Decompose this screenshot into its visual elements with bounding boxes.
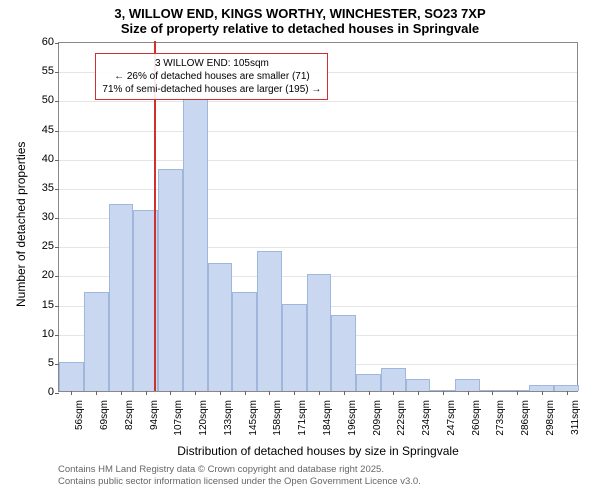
ytick-mark: [55, 189, 59, 190]
ytick-mark: [55, 101, 59, 102]
xtick-mark: [468, 391, 469, 395]
xtick-label: 82sqm: [124, 400, 135, 430]
xtick-mark: [71, 391, 72, 395]
xtick-label: 286sqm: [520, 400, 531, 436]
xtick-mark: [393, 391, 394, 395]
ytick-label: 0: [0, 386, 54, 398]
xtick-mark: [492, 391, 493, 395]
xtick-mark: [517, 391, 518, 395]
xtick-label: 311sqm: [570, 400, 581, 435]
ytick-mark: [55, 393, 59, 394]
ytick-mark: [55, 43, 59, 44]
xtick-mark: [294, 391, 295, 395]
ytick-label: 50: [0, 94, 54, 106]
histogram-bar: [307, 274, 332, 391]
x-tick-labels: 56sqm 69sqm 82sqm 94sqm 107sqm 120sqm 133sqm 14…: [58, 398, 578, 448]
annotation-box: 3 WILLOW END: 105sqm← 26% of detached ho…: [95, 53, 328, 100]
xtick-label: 158sqm: [272, 400, 283, 436]
y-axis-title: Number of detached properties: [14, 142, 28, 307]
gridline: [59, 189, 577, 190]
xtick-label: 145sqm: [248, 400, 259, 436]
xtick-label: 209sqm: [372, 400, 383, 436]
xtick-label: 234sqm: [421, 400, 432, 436]
xtick-label: 222sqm: [396, 400, 407, 436]
histogram-bar: [109, 204, 134, 391]
histogram-bar: [158, 169, 183, 391]
title-block: 3, WILLOW END, KINGS WORTHY, WINCHESTER,…: [0, 0, 600, 36]
ytick-mark: [55, 218, 59, 219]
xtick-label: 120sqm: [198, 400, 209, 436]
histogram-bar: [331, 315, 356, 391]
histogram-bar: [381, 368, 406, 391]
xtick-label: 184sqm: [322, 400, 333, 436]
xtick-label: 94sqm: [149, 400, 160, 430]
xtick-label: 107sqm: [173, 400, 184, 436]
xtick-mark: [220, 391, 221, 395]
ytick-label: 5: [0, 357, 54, 369]
xtick-label: 56sqm: [74, 400, 85, 430]
histogram-bar: [356, 374, 381, 392]
histogram-bar: [84, 292, 109, 391]
xtick-mark: [146, 391, 147, 395]
xtick-label: 273sqm: [495, 400, 506, 436]
title-line2: Size of property relative to detached ho…: [0, 21, 600, 36]
ytick-mark: [55, 335, 59, 336]
histogram-bar: [455, 379, 480, 391]
xtick-label: 133sqm: [223, 400, 234, 436]
histogram-bar: [59, 362, 84, 391]
histogram-bar: [406, 379, 431, 391]
annotation-line2: ← 26% of detached houses are smaller (71…: [102, 70, 321, 83]
xtick-mark: [96, 391, 97, 395]
xtick-mark: [369, 391, 370, 395]
xtick-mark: [170, 391, 171, 395]
histogram-bar: [232, 292, 257, 391]
xtick-label: 171sqm: [297, 400, 308, 436]
x-axis-title: Distribution of detached houses by size …: [58, 444, 578, 458]
chart-container: 3, WILLOW END, KINGS WORTHY, WINCHESTER,…: [0, 0, 600, 500]
histogram-bar: [282, 304, 307, 392]
xtick-mark: [195, 391, 196, 395]
credits: Contains HM Land Registry data © Crown c…: [58, 464, 421, 489]
xtick-mark: [269, 391, 270, 395]
gridline: [59, 160, 577, 161]
annotation-line1: 3 WILLOW END: 105sqm: [102, 57, 321, 70]
xtick-mark: [542, 391, 543, 395]
xtick-mark: [418, 391, 419, 395]
histogram-bar: [257, 251, 282, 391]
ytick-label: 10: [0, 328, 54, 340]
ytick-label: 55: [0, 65, 54, 77]
xtick-mark: [344, 391, 345, 395]
annotation-line3: 71% of semi-detached houses are larger (…: [102, 83, 321, 96]
title-line1: 3, WILLOW END, KINGS WORTHY, WINCHESTER,…: [0, 6, 600, 21]
xtick-mark: [319, 391, 320, 395]
credit-line1: Contains HM Land Registry data © Crown c…: [58, 464, 421, 476]
xtick-label: 196sqm: [347, 400, 358, 436]
credit-line2: Contains public sector information licen…: [58, 476, 421, 488]
plot-area: 3 WILLOW END: 105sqm← 26% of detached ho…: [58, 42, 578, 392]
histogram-bar: [208, 263, 233, 391]
xtick-mark: [245, 391, 246, 395]
ytick-mark: [55, 306, 59, 307]
xtick-label: 69sqm: [99, 400, 110, 430]
gridline: [59, 101, 577, 102]
histogram-bar: [183, 99, 208, 391]
ytick-label: 60: [0, 36, 54, 48]
xtick-label: 260sqm: [471, 400, 482, 436]
xtick-label: 298sqm: [545, 400, 556, 436]
ytick-mark: [55, 276, 59, 277]
xtick-label: 247sqm: [446, 400, 457, 436]
ytick-mark: [55, 131, 59, 132]
gridline: [59, 131, 577, 132]
ytick-mark: [55, 247, 59, 248]
ytick-label: 45: [0, 124, 54, 136]
xtick-mark: [443, 391, 444, 395]
xtick-mark: [567, 391, 568, 395]
ytick-mark: [55, 160, 59, 161]
xtick-mark: [121, 391, 122, 395]
ytick-mark: [55, 72, 59, 73]
